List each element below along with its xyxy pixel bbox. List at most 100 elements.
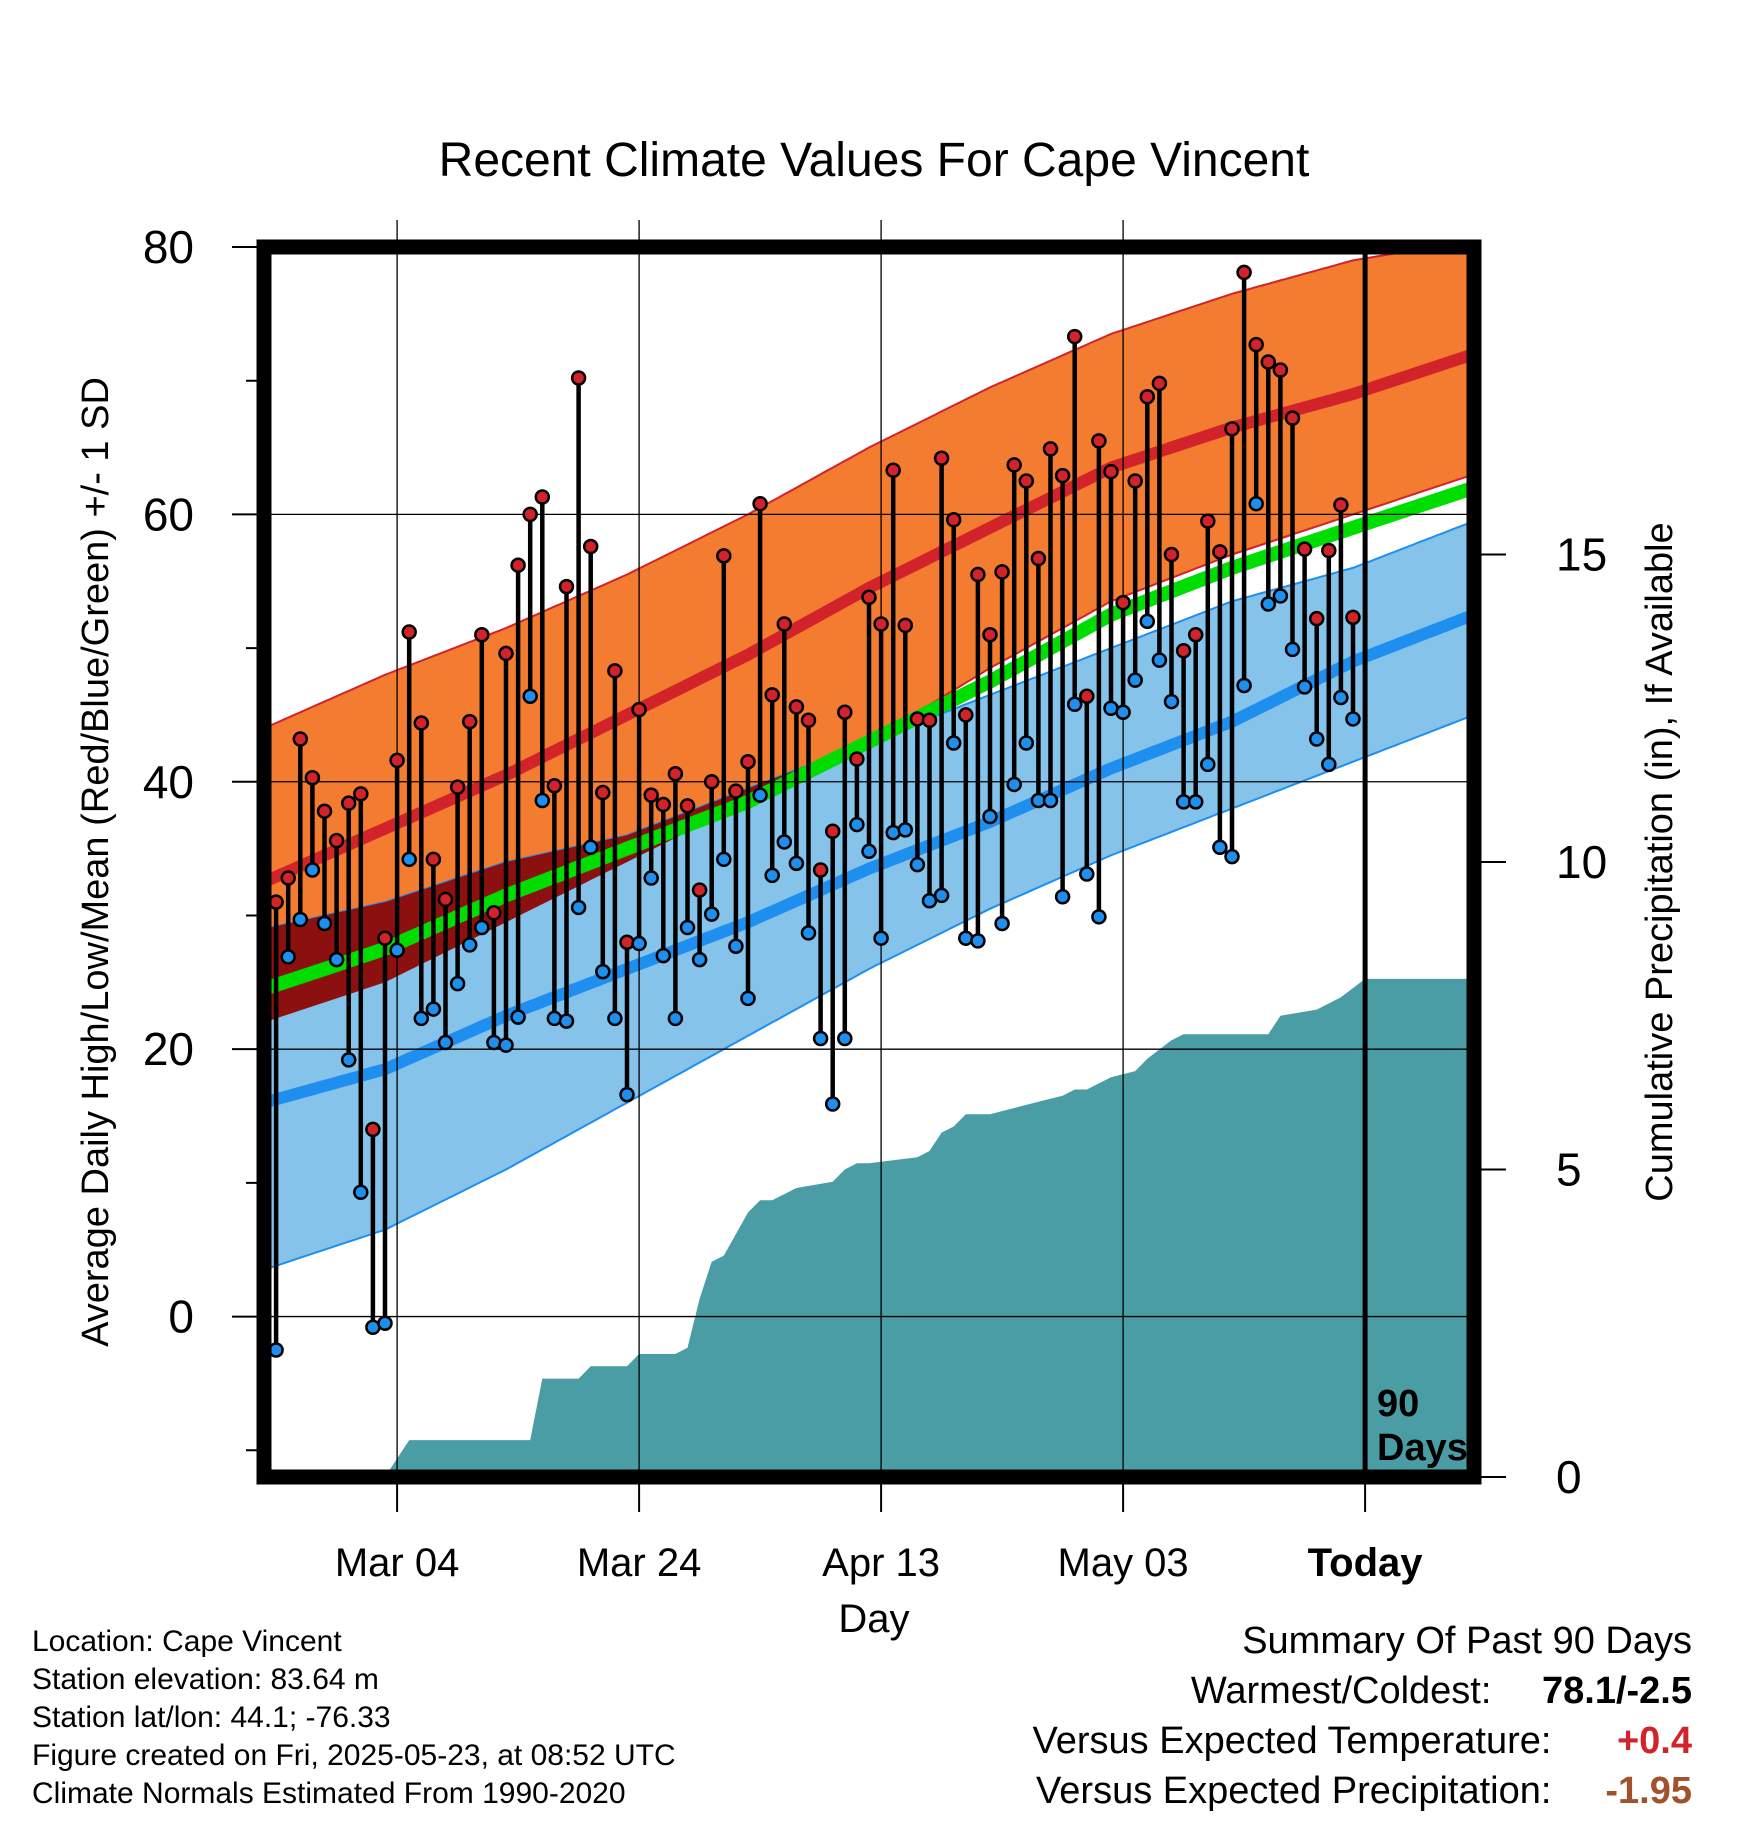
high-point: [1175, 643, 1192, 659]
low-point: [570, 899, 587, 916]
low-point: [1321, 756, 1337, 773]
high-point: [461, 713, 478, 730]
y-tick-label: 60: [143, 488, 194, 540]
high-point: [328, 832, 345, 849]
low-point: [1345, 711, 1361, 727]
low-point: [945, 735, 962, 751]
precipitation-value: -1.95: [1605, 1770, 1692, 1812]
high-point: [1127, 473, 1143, 489]
today-label-line1: 90: [1377, 1383, 1419, 1425]
low-point: [498, 1037, 514, 1053]
low-point: [837, 1030, 853, 1047]
high-point: [1200, 513, 1216, 529]
y-axis-label-left: Average Daily High/Low/Mean (Red/Blue/Gr…: [75, 377, 117, 1347]
temperature-label: Versus Expected Temperature:: [1032, 1720, 1552, 1762]
low-point: [1163, 693, 1180, 710]
low-point: [461, 937, 478, 953]
high-point: [655, 796, 672, 813]
summary-warmest-coldest: Warmest/Coldest: 78.1/-2.5: [1191, 1670, 1692, 1713]
warmest-coldest-value: 78.1/-2.5: [1542, 1670, 1692, 1712]
station-elevation: Station elevation: 83.64 m: [32, 1663, 379, 1696]
high-point: [582, 538, 599, 555]
high-point: [1139, 388, 1156, 405]
high-point: [546, 778, 563, 794]
normal-high-line: [264, 348, 1474, 888]
high-point: [486, 905, 502, 921]
low-point: [691, 951, 708, 968]
x-axis-label: Day: [838, 1597, 909, 1641]
low-point: [994, 915, 1010, 932]
high-point: [921, 712, 938, 729]
low-point: [679, 919, 696, 936]
high-point: [837, 704, 853, 721]
low-point: [522, 688, 538, 704]
x-tick-label: Mar 24: [577, 1541, 702, 1585]
low-point: [897, 822, 914, 838]
low-point: [1224, 848, 1240, 865]
high-point: [885, 462, 901, 479]
x-tick-label: Today: [1308, 1541, 1424, 1585]
high-point: [1006, 457, 1022, 473]
high-point: [570, 370, 587, 386]
low-point: [667, 1010, 684, 1027]
low-point: [607, 1010, 623, 1027]
low-point: [437, 1034, 454, 1051]
low-point: [280, 949, 296, 965]
high-point: [389, 752, 405, 769]
high-point: [401, 624, 417, 640]
low-point: [1333, 689, 1349, 706]
high-point: [1030, 550, 1047, 567]
low-point: [413, 1010, 430, 1027]
high-point: [449, 779, 466, 795]
low-point: [1212, 839, 1228, 856]
high-point: [728, 783, 744, 799]
high-point: [1066, 328, 1083, 345]
summary-temperature: Versus Expected Temperature: +0.4: [1033, 1720, 1692, 1763]
y-axis-label-right: Cumulative Precipitation (in), If Availa…: [1639, 522, 1681, 1201]
low-point: [268, 1342, 284, 1358]
high-point: [1115, 594, 1131, 611]
location-name: Location: Cape Vincent: [32, 1625, 342, 1658]
low-point: [716, 851, 732, 868]
low-point: [728, 938, 744, 954]
station-latlon: Station lat/lon: 44.1; -76.33: [32, 1701, 391, 1734]
high-point: [643, 787, 659, 803]
high-point: [377, 930, 393, 946]
high-point: [994, 564, 1010, 580]
low-point: [1308, 731, 1325, 747]
high-point: [1103, 463, 1119, 480]
low-point: [292, 911, 309, 928]
high-point: [631, 701, 647, 718]
high-point: [667, 766, 684, 782]
chart-title: Recent Climate Values For Cape Vincent: [439, 134, 1310, 187]
low-point: [1272, 588, 1289, 604]
low-point: [1296, 679, 1313, 695]
high-point: [897, 617, 914, 634]
low-point: [534, 792, 551, 809]
high-point: [873, 616, 889, 632]
high-point: [1054, 467, 1071, 484]
high-point: [1333, 497, 1349, 513]
precipitation-label: Versus Expected Precipitation:: [1036, 1770, 1552, 1812]
high-point: [340, 795, 357, 811]
low-point: [1006, 776, 1022, 793]
high-point: [1260, 354, 1277, 370]
high-point: [788, 699, 805, 715]
low-point: [474, 919, 490, 936]
low-point: [316, 915, 333, 932]
low-point: [425, 1001, 442, 1017]
low-point: [1127, 672, 1143, 688]
high-point: [764, 687, 780, 703]
y2-tick-label: 15: [1556, 529, 1607, 581]
x-tick-label: Mar 04: [335, 1541, 460, 1585]
low-point: [546, 1010, 563, 1027]
low-point: [1248, 495, 1264, 512]
high-point: [437, 891, 454, 908]
high-point: [474, 626, 490, 643]
low-point: [1115, 704, 1131, 721]
high-point: [304, 770, 321, 786]
low-point: [582, 839, 599, 856]
low-point: [752, 787, 768, 803]
high-point: [824, 823, 841, 839]
high-point: [607, 663, 623, 679]
